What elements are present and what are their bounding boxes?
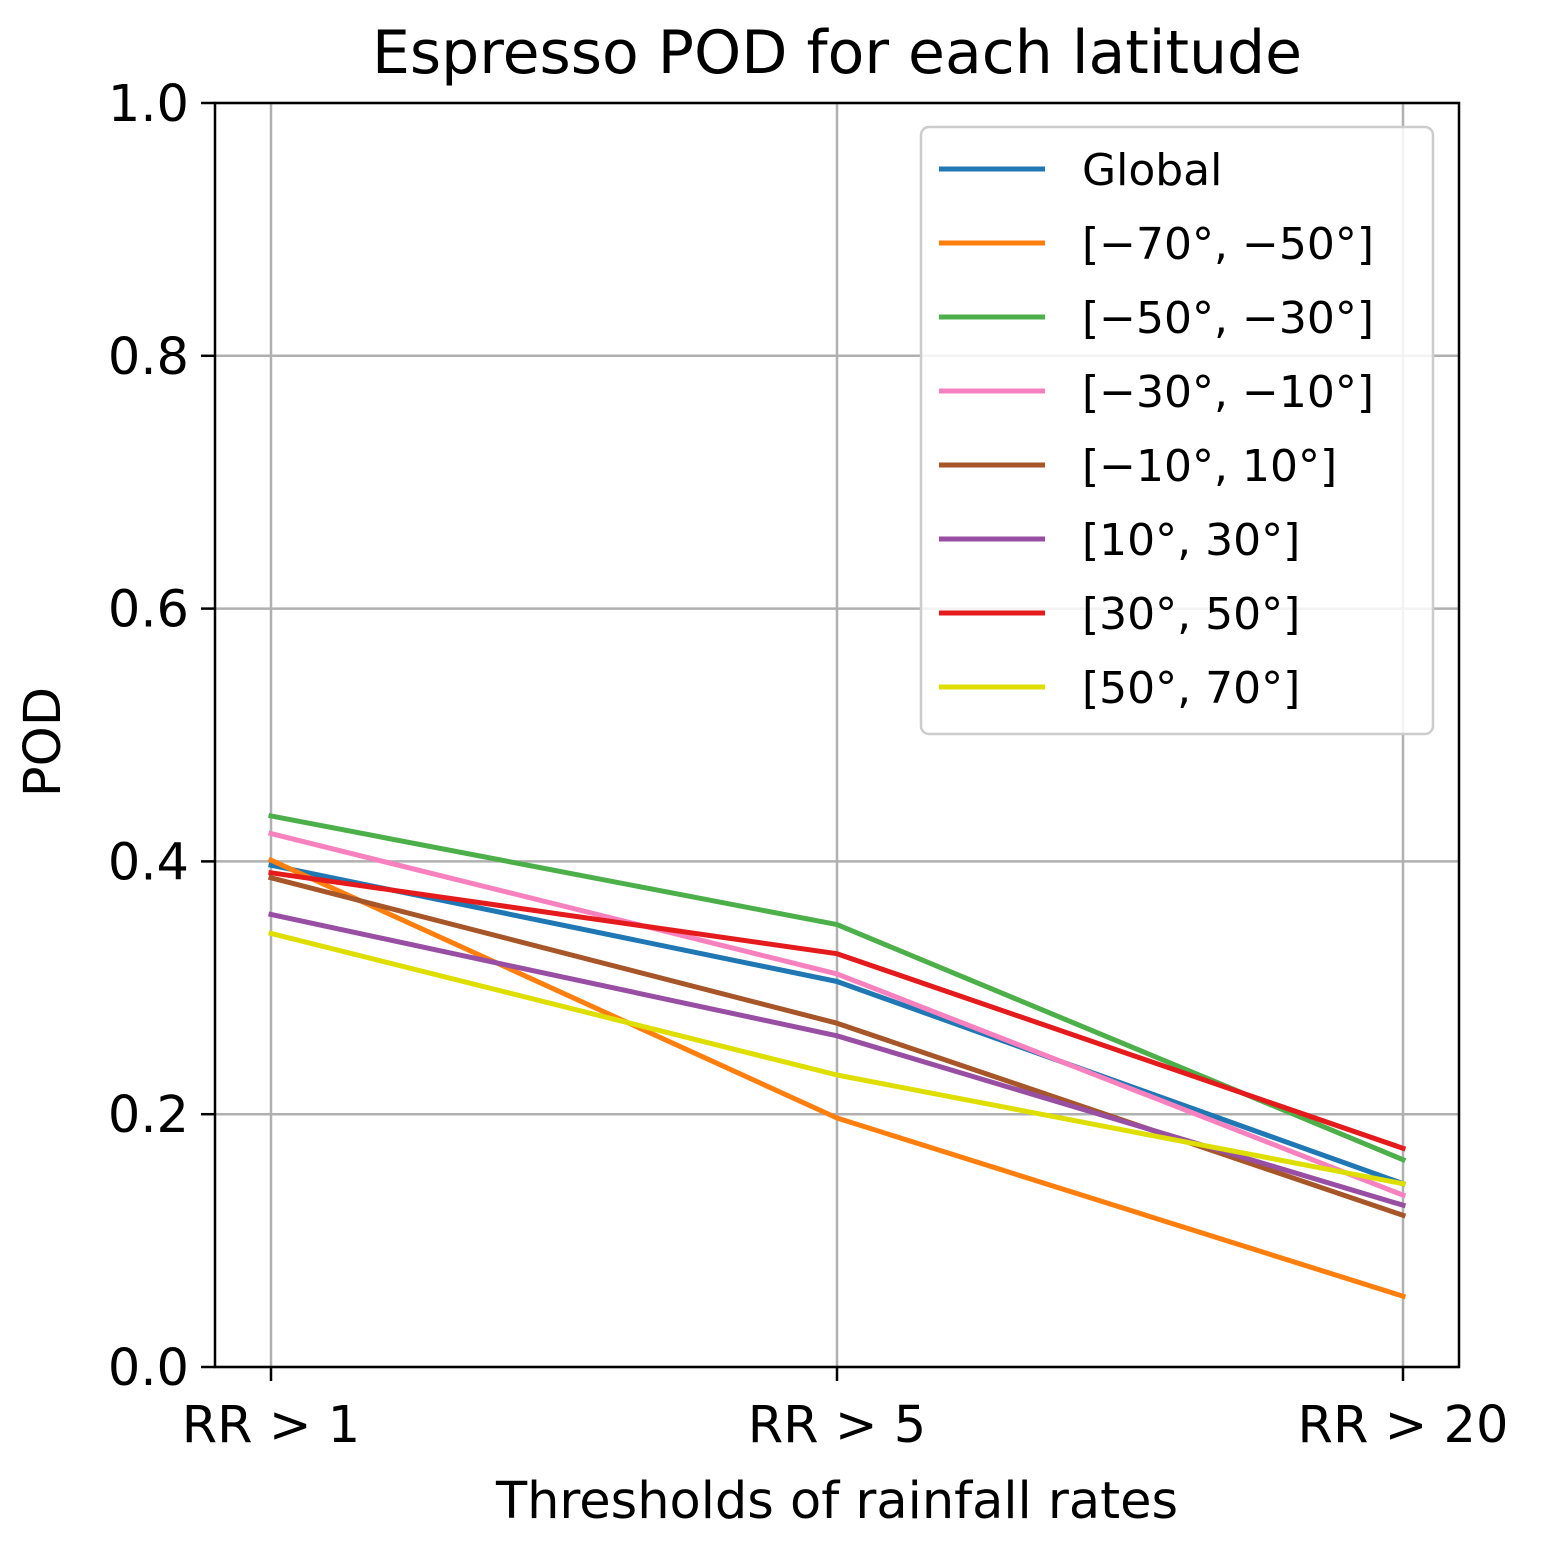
x-axis-ticks: RR > 1 RR > 5 RR > 20 — [182, 1367, 1509, 1455]
legend-label: [10°, 30°] — [1082, 515, 1300, 566]
series-lines — [267, 812, 1407, 1300]
y-axis-ticks: 0.0 0.2 0.4 0.6 0.8 1.0 — [108, 75, 215, 1398]
legend-entry: [10°, 30°] — [939, 515, 1300, 566]
legend-label: [−70°, −50°] — [1082, 219, 1374, 270]
series-line-6 — [268, 869, 1407, 1152]
legend-entry: [−30°, −10°] — [939, 367, 1374, 418]
series-line-1 — [267, 856, 1407, 1300]
legend-entry: [−50°, −30°] — [939, 293, 1374, 344]
series-line-0 — [268, 862, 1407, 1187]
y-tick-label: 0.4 — [108, 833, 189, 892]
x-tick-label: RR > 5 — [748, 1396, 926, 1455]
x-axis-label: Thresholds of rainfall rates — [495, 1472, 1178, 1531]
y-tick-label: 1.0 — [108, 75, 189, 134]
legend-entry: [−70°, −50°] — [939, 219, 1374, 270]
legend-label: Global — [1082, 145, 1222, 196]
legend-frame — [919, 125, 1435, 736]
legend-label: [−30°, −10°] — [1082, 367, 1374, 418]
series-line-7 — [267, 930, 1406, 1187]
series-line-3 — [267, 830, 1407, 1199]
y-tick-label: 0.0 — [108, 1339, 189, 1398]
legend-entry: Global — [939, 145, 1222, 196]
x-tick-label: RR > 20 — [1298, 1396, 1509, 1455]
legend-entry: [−10°, 10°] — [939, 441, 1337, 492]
x-tick-label: RR > 1 — [182, 1396, 360, 1455]
legend-entry: [50°, 70°] — [939, 663, 1300, 714]
legend-label: [50°, 70°] — [1082, 663, 1300, 714]
legend-label: [−50°, −30°] — [1082, 293, 1374, 344]
legend: Global [−70°, −50°] [−50°, −30°] [−30°, −10… — [919, 125, 1435, 736]
legend-label: [−10°, 10°] — [1082, 441, 1337, 492]
y-tick-label: 0.2 — [108, 1086, 189, 1145]
legend-entry: [30°, 50°] — [939, 589, 1300, 640]
legend-label: [30°, 50°] — [1082, 589, 1300, 640]
y-tick-label: 0.8 — [108, 328, 189, 387]
chart-title: Espresso POD for each latitude — [372, 18, 1302, 88]
y-tick-label: 0.6 — [108, 581, 189, 640]
y-axis-label: POD — [14, 687, 73, 797]
